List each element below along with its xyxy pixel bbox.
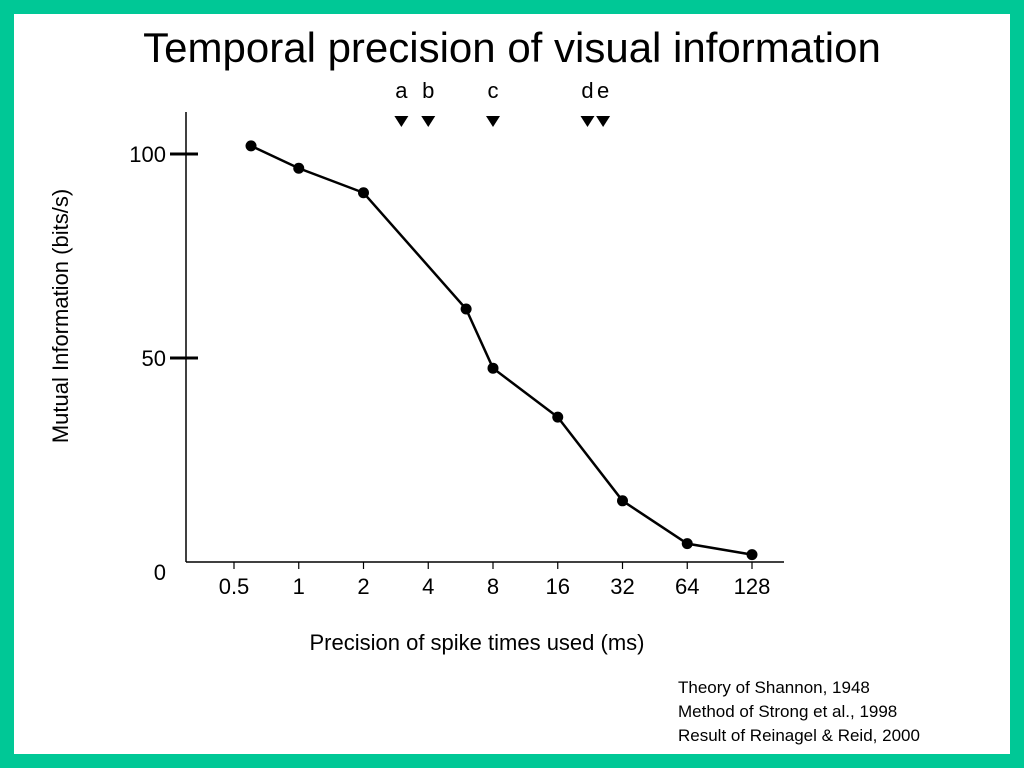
y-axis-label: Mutual Information (bits/s) (48, 189, 73, 443)
data-point-1 (293, 162, 305, 174)
y-tick-label-0: 0 (154, 560, 166, 585)
x-tick-label-2: 2 (357, 574, 369, 599)
x-tick-label-3: 4 (422, 574, 434, 599)
credit-line-shannon: Theory of Shannon, 1948 (678, 678, 870, 697)
marker-triangle-a (394, 116, 409, 127)
data-point-6 (617, 495, 628, 507)
marker-label-c: c (488, 78, 499, 103)
y-tick-label-1: 50 (142, 346, 166, 371)
x-tick-label-8: 128 (734, 574, 771, 599)
x-tick-label-1: 1 (293, 574, 305, 599)
marker-triangle-d (580, 116, 595, 127)
credits-block: Theory of Shannon, 1948 Method of Strong… (678, 676, 920, 748)
data-point-0 (245, 140, 257, 152)
marker-label-a: a (395, 78, 408, 103)
credit-line-strong: Method of Strong et al., 1998 (678, 702, 898, 721)
x-tick-label-6: 32 (610, 574, 634, 599)
data-point-3 (460, 303, 472, 315)
data-point-7 (681, 538, 693, 550)
marker-label-b: b (422, 78, 434, 103)
credit-line-reinagel: Result of Reinagel & Reid, 2000 (678, 726, 920, 745)
y-tick-label-2: 100 (129, 142, 166, 167)
x-tick-label-4: 8 (487, 574, 499, 599)
data-point-8 (746, 549, 758, 561)
chart-title: Temporal precision of visual information (143, 24, 881, 71)
marker-triangle-c (486, 116, 500, 127)
series-line-0 (250, 144, 753, 556)
x-tick-label-0: 0.5 (219, 574, 250, 599)
chart-svg: 0.5 1 2 4 8 16 32 64 128 0 50 100 Precision of spike… (48, 78, 784, 655)
marker-triangle-e (596, 116, 611, 127)
marker-triangle-b (421, 116, 436, 127)
data-point-4 (487, 362, 499, 374)
x-tick-label-5: 16 (546, 574, 570, 599)
data-point-5 (552, 411, 564, 423)
x-tick-label-7: 64 (675, 574, 699, 599)
slide: Temporal precision of visual information… (14, 14, 1010, 754)
marker-label-d: d (581, 78, 593, 103)
marker-label-e: e (597, 78, 609, 103)
data-point-2 (358, 187, 369, 199)
x-axis-label: Precision of spike times used (ms) (310, 630, 645, 655)
